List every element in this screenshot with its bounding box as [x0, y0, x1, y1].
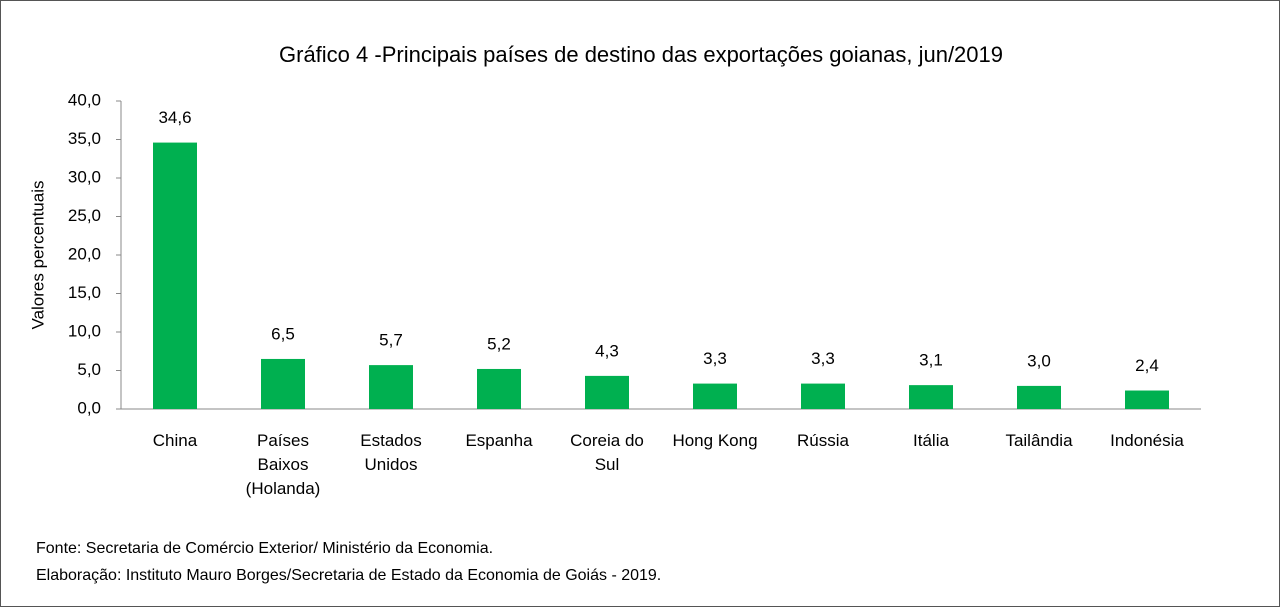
x-tick-label: Tailândia	[1005, 431, 1073, 450]
bar	[477, 368, 521, 409]
x-tick-label: Estados Unidos	[360, 431, 422, 474]
data-label: 3,1	[919, 351, 943, 370]
y-tick-label: 25,0	[68, 206, 101, 225]
x-tick-label: Países Baixos (Holanda)	[245, 431, 321, 498]
y-axis-label: Valores percentuais	[28, 181, 47, 330]
data-label: 3,0	[1027, 351, 1051, 370]
data-label: 34,6	[158, 108, 191, 127]
data-label: 3,3	[703, 349, 727, 368]
bar	[1017, 385, 1061, 409]
data-label: 3,3	[811, 349, 835, 368]
footnote: Elaboração: Instituto Mauro Borges/Secre…	[36, 567, 662, 584]
bar	[1125, 390, 1169, 409]
data-label: 2,4	[1135, 356, 1159, 375]
data-label: 5,2	[487, 334, 511, 353]
data-label: 5,7	[379, 331, 403, 350]
bar	[261, 358, 305, 409]
bar	[153, 142, 197, 409]
x-tick-label: Rússia	[797, 431, 849, 450]
bar	[693, 383, 737, 409]
bar	[585, 375, 629, 409]
x-tick-label: China	[152, 431, 198, 450]
x-tick-label: Hong Kong	[672, 431, 758, 450]
y-tick-label: 5,0	[77, 360, 101, 379]
data-label: 6,5	[271, 324, 295, 343]
y-tick-label: 20,0	[68, 244, 101, 263]
data-label: 4,3	[595, 341, 619, 360]
footnote: Fonte: Secretaria de Comércio Exterior/ …	[36, 540, 494, 557]
bar	[909, 385, 953, 409]
x-tick-label: Itália	[913, 431, 949, 450]
y-tick-label: 30,0	[68, 167, 101, 186]
y-tick-label: 35,0	[68, 129, 101, 148]
y-tick-label: 0,0	[77, 398, 101, 417]
x-tick-label: Coreia do Sul	[570, 431, 644, 474]
y-tick-label: 40,0	[68, 90, 101, 109]
x-tick-label: Espanha	[465, 431, 533, 450]
y-tick-label: 10,0	[68, 321, 101, 340]
bar	[369, 365, 413, 409]
chart-title: Gráfico 4 -Principais países de destino …	[279, 42, 1003, 67]
bar	[801, 383, 845, 409]
y-tick-label: 15,0	[68, 283, 101, 302]
x-tick-label: Indonésia	[1110, 431, 1184, 450]
